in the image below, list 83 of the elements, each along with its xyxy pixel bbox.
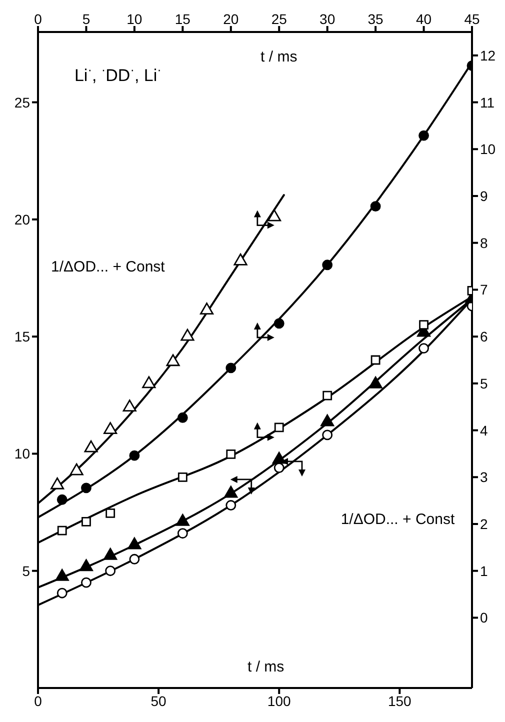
point (56, 588, 68, 598)
point (166, 354, 180, 366)
y2-tick-label: 10 (480, 141, 496, 158)
point (322, 260, 333, 270)
point (57, 526, 67, 536)
point (370, 201, 381, 212)
point (370, 355, 380, 365)
y2-tick-label: 2 (480, 516, 488, 532)
point (418, 130, 429, 141)
x-tick-label: 100 (267, 692, 292, 709)
y2-tick-label: 9 (480, 188, 488, 204)
point (104, 548, 118, 560)
point (274, 462, 284, 473)
point (268, 209, 282, 222)
point (142, 376, 156, 388)
y2-tick-label: 1 (480, 562, 488, 579)
x-axis-title: t / ms (248, 658, 284, 676)
point (55, 568, 69, 581)
point (272, 452, 286, 464)
y-tick-label: 15 (14, 328, 30, 345)
point (122, 400, 136, 412)
x2-tick-label: 25 (271, 11, 288, 27)
point (128, 537, 142, 550)
point (274, 422, 284, 432)
point (234, 253, 248, 266)
point (320, 414, 334, 426)
x2-tick-label: 40 (416, 11, 432, 27)
point (105, 566, 116, 576)
point (129, 554, 140, 564)
point (180, 328, 194, 341)
y2-tick-label: 0 (480, 610, 488, 626)
y2-tick-label: 12 (480, 47, 496, 64)
y-axis-title: 1/ΔOD... + Const (51, 258, 166, 276)
point (70, 463, 84, 476)
y2-tick-label: 4 (480, 422, 488, 438)
x-tick-label: 150 (388, 692, 412, 709)
y-tick-label: 5 (22, 562, 30, 579)
y-tick-label: 10 (14, 446, 30, 462)
text: Li$^{·}$, $^{·}$DD$^{·}$, Li$^{·}$ (74, 62, 162, 86)
x2-axis-title: t / ms (260, 48, 298, 66)
point (226, 500, 236, 510)
point (274, 318, 284, 329)
point (79, 559, 93, 572)
point (177, 412, 188, 423)
x-tick-label: 50 (150, 692, 167, 709)
point (104, 422, 118, 434)
x2-tick-label: 15 (174, 11, 191, 27)
x2-tick-label: 20 (223, 11, 239, 27)
y-tick-label: 20 (14, 211, 30, 228)
y2-tick-label: 5 (480, 375, 488, 392)
point (224, 486, 238, 498)
x2-tick-label: 10 (126, 11, 142, 27)
point (176, 514, 190, 526)
point (200, 302, 214, 315)
point (322, 390, 332, 400)
point (177, 528, 188, 539)
point (50, 477, 64, 490)
y2-tick-label: 7 (480, 282, 488, 298)
point (226, 362, 236, 374)
x2-tick-label: 35 (368, 11, 384, 27)
point (178, 472, 188, 482)
point (419, 320, 428, 330)
point (226, 449, 236, 459)
point (82, 516, 91, 526)
point (368, 376, 382, 388)
y2-tick-label: 8 (480, 234, 488, 251)
x2-tick-label: 0 (34, 11, 42, 27)
point (84, 440, 98, 452)
x2-tick-label: 30 (320, 11, 336, 27)
point (129, 450, 140, 461)
y2-tick-label: 11 (480, 94, 495, 110)
y2-tick-label: 3 (480, 469, 488, 486)
point (106, 508, 116, 518)
point (81, 577, 92, 588)
y2-tick-label: 6 (480, 328, 488, 345)
point (81, 482, 92, 494)
point (56, 494, 68, 505)
point (322, 430, 333, 440)
x2-tick-label: 5 (82, 11, 90, 27)
y-tick-label: 25 (14, 94, 30, 110)
y2-axis-title: 1/ΔOD... + Const (340, 511, 456, 528)
x2-tick-label: 45 (464, 11, 480, 27)
x-tick-label: 0 (34, 692, 42, 709)
